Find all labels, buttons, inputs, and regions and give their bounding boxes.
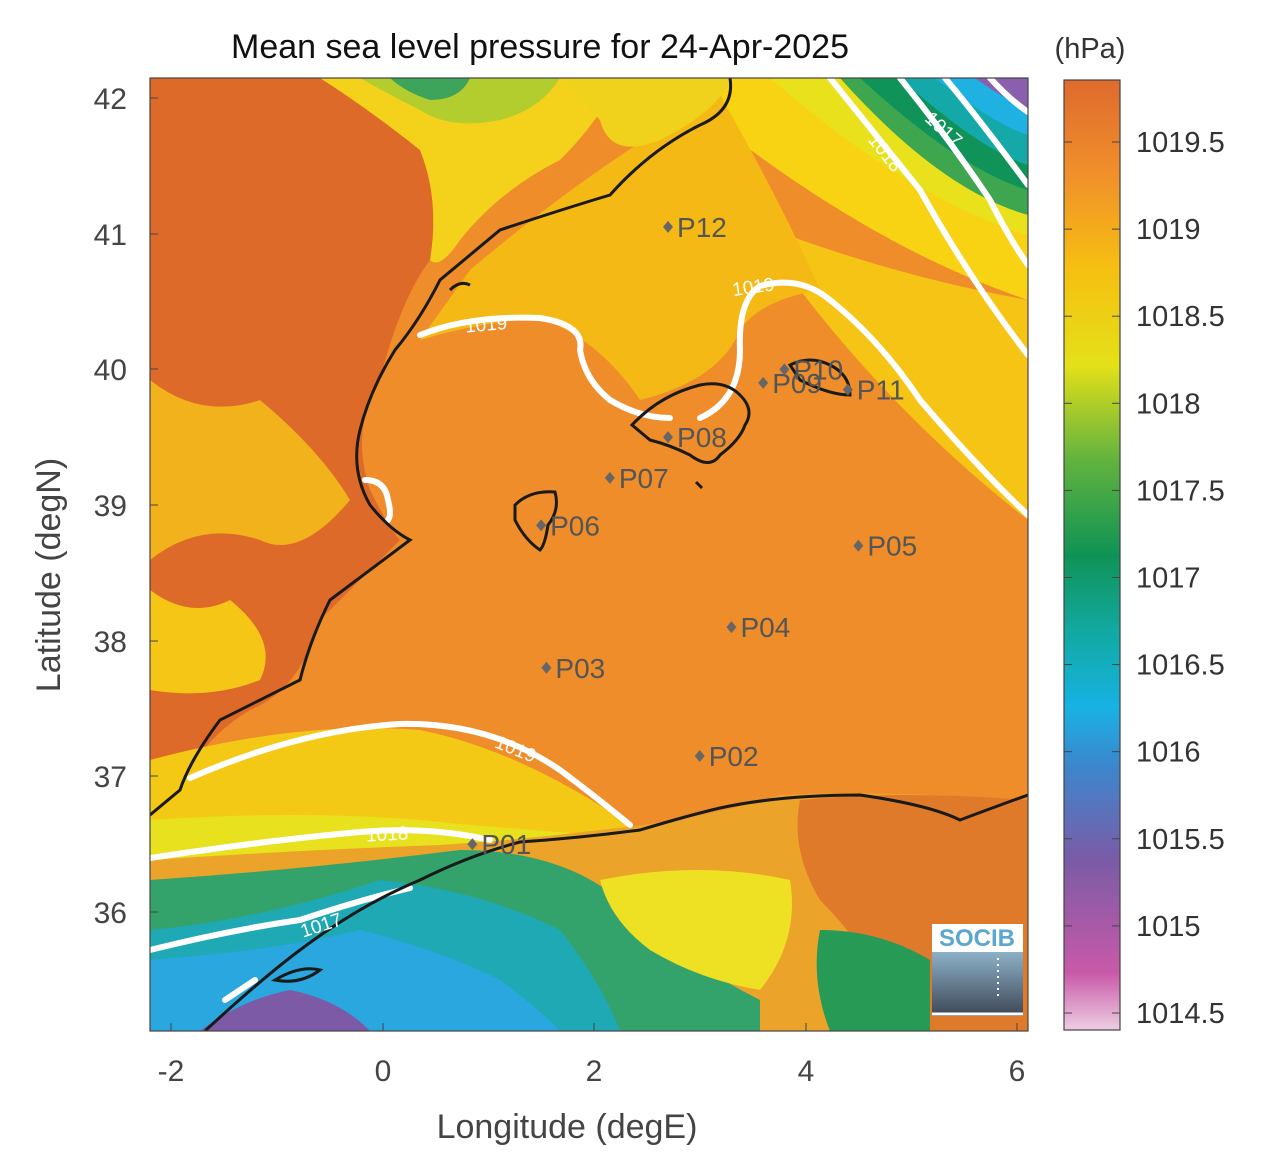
map-panel: 1019 1019 1019 1018 1018 1017 1017 P01P0… [150, 78, 1028, 1031]
y-tick-label: 40 [94, 354, 127, 387]
coastlines [150, 78, 1028, 1031]
colorbar-gradient [1063, 79, 1121, 1031]
station-marker-p07 [604, 471, 615, 484]
contour-label-1018-south: 1018 [365, 823, 408, 846]
station-marker-p11 [842, 383, 853, 396]
colorbar-ticks: 1014.5 1015 1015.5 1016 1016.5 1017 1017.5 1018… [1064, 127, 1225, 1030]
contour-1017-south [150, 885, 413, 953]
iberia-north-green-2 [390, 78, 470, 100]
map-title: Mean sea level pressure for 24-Apr-2025 [231, 28, 849, 66]
x-tick-label: 0 [375, 1055, 392, 1088]
iberia-yellow-patches [150, 380, 350, 560]
colorbar: (hPa) 1014.5 1015 1015.5 1016 1016.5 1017 1017… [1055, 33, 1225, 1031]
colorbar-units: (hPa) [1055, 33, 1126, 65]
station-marker-p12 [663, 220, 674, 233]
contour-label-1019-north: 1019 [464, 313, 508, 338]
africa-purple [200, 990, 370, 1031]
coast-columbretes [448, 281, 471, 292]
station-label-p11: P11 [857, 375, 905, 406]
x-axis-label: Longitude (degE) [437, 1108, 698, 1146]
contour-ne-4 [987, 78, 1028, 115]
contour-1018-south [150, 827, 493, 861]
coast-alboran [270, 967, 324, 983]
contour-1017-ne [897, 78, 1028, 268]
contour-1019-balearic [697, 279, 1028, 518]
x-tick-label: 2 [586, 1055, 603, 1088]
map-frame [149, 77, 1029, 1032]
y-tick-label: 39 [94, 490, 127, 523]
contour-ne-3 [942, 78, 1028, 188]
station-marker-p10 [779, 363, 790, 376]
contour-lines [150, 78, 1028, 1003]
y-tick-label: 41 [94, 219, 127, 252]
colorbar-tick-label: 1018.5 [1136, 301, 1225, 333]
station-marker-p01 [467, 838, 478, 851]
station-label-p07: P07 [619, 463, 669, 494]
colorbar-tick-label: 1017.5 [1136, 475, 1225, 507]
colorbar-tick-label: 1015.5 [1136, 824, 1225, 856]
station-label-p05: P05 [867, 531, 917, 562]
colorbar-tick-label: 1014.5 [1136, 998, 1225, 1030]
y-tick-label: 38 [94, 626, 127, 659]
colorbar-tick-label: 1017 [1136, 563, 1201, 595]
coast-ibiza [513, 490, 558, 552]
iberia-north-land-2 [560, 78, 730, 147]
station-label-p06: P06 [550, 510, 600, 541]
logo-background [932, 950, 1023, 1016]
x-tick-label: -2 [158, 1055, 185, 1088]
station-marker-p05 [853, 539, 864, 552]
coast-africa [203, 793, 1028, 1031]
logo-text: SOCIB [939, 925, 1015, 952]
station-label-p01: P01 [481, 829, 531, 860]
sea-yellow-region [420, 95, 820, 400]
iberia-yellow-patches-2 [150, 590, 266, 694]
station-label-p10: P10 [793, 354, 843, 385]
contour-1019-west [362, 477, 393, 523]
x-tick-label: 4 [798, 1055, 815, 1088]
station-marker-p04 [726, 621, 737, 634]
station-label-p09: P09 [772, 368, 822, 399]
colorbar-tick-label: 1018 [1136, 388, 1201, 420]
x-tick-label: 6 [1009, 1055, 1026, 1088]
coast-iberia [150, 78, 733, 817]
contour-1017-sw [222, 977, 258, 1003]
socib-logo: SOCIB [932, 924, 1023, 1016]
station-marker-p02 [694, 749, 705, 762]
y-tick-label: 36 [94, 897, 127, 930]
y-axis-label: Latitude (degN) [30, 458, 68, 692]
x-axis: -2 0 2 4 6 Longitude (degE) [158, 1023, 1026, 1146]
station-marker-p03 [541, 661, 552, 674]
colorbar-tick-label: 1019 [1136, 214, 1201, 246]
coast-cabrera [694, 480, 704, 490]
y-axis: 36 37 38 39 40 41 42 Latitude (degN) [30, 83, 158, 930]
iberia-north-yellow [320, 78, 620, 263]
colorbar-tick-label: 1015 [1136, 911, 1201, 943]
africa-mid-yellow [600, 870, 792, 990]
africa-east-green [816, 930, 930, 1031]
coast-mallorca [629, 382, 751, 464]
station-label-p02: P02 [709, 741, 759, 772]
colorbar-tick-label: 1016.5 [1136, 650, 1225, 682]
colorbar-tick-label: 1019.5 [1136, 127, 1225, 159]
contour-1018-ne [827, 78, 1028, 358]
station-label-p04: P04 [740, 612, 790, 643]
ne-band-yellow-east [700, 200, 1028, 520]
station-label-p03: P03 [555, 653, 605, 684]
coast-menorca [787, 358, 852, 397]
colorbar-tick-label: 1016 [1136, 737, 1201, 769]
station-marker-p08 [663, 431, 674, 444]
contour-1019-north [417, 314, 673, 421]
contour-1019-south [187, 720, 633, 828]
logo-header [932, 924, 1023, 952]
y-tick-label: 42 [94, 83, 127, 116]
station-label-p08: P08 [677, 422, 727, 453]
y-tick-label: 37 [94, 761, 127, 794]
station-marker-p09 [758, 376, 769, 389]
station-label-p12: P12 [677, 212, 727, 243]
station-marker-p06 [536, 519, 547, 532]
